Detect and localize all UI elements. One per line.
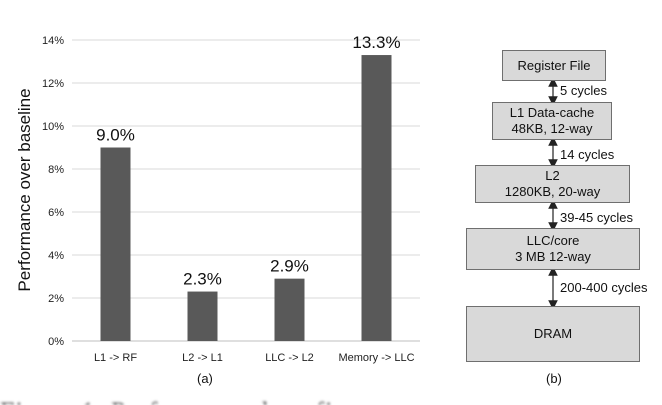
y-tick-label: 6% xyxy=(48,207,64,219)
figure-caption-cutoff: Figure 1: Performance benefits ... xyxy=(0,390,662,405)
bar-data-label: 2.9% xyxy=(270,257,309,276)
l1-cache-size: 48KB, 12-way xyxy=(511,121,593,136)
bar-data-label: 9.0% xyxy=(96,126,135,145)
bar-data-label: 13.3% xyxy=(352,33,400,52)
y-tick-label: 4% xyxy=(48,250,64,262)
bar xyxy=(361,55,392,342)
y-tick-label: 12% xyxy=(42,78,64,90)
l2-cache-size: 1280KB, 20-way xyxy=(504,184,601,199)
l2-cache-box: L2 1280KB, 20-way xyxy=(475,165,630,203)
l1-cache-label: L1 Data-cache xyxy=(509,105,595,120)
axes: 0% 2% 4% 6% 8% 10% 12% 14% L1 -> RF L2 -> L1 LLC -… xyxy=(42,35,420,364)
x-tick-label: L1 -> RF xyxy=(94,352,137,364)
y-tick-label: 0% xyxy=(48,336,64,348)
y-axis-title: Performance over baseline xyxy=(15,88,34,291)
llc-size: 3 MB 12-way xyxy=(515,249,591,264)
llc-box: LLC/core 3 MB 12-way xyxy=(466,228,640,270)
l1-cache-box: L1 Data-cache 48KB, 12-way xyxy=(492,102,612,140)
llc-label: LLC/core xyxy=(526,233,580,248)
dram-box: DRAM xyxy=(466,306,640,362)
bar xyxy=(100,147,131,341)
x-tick-label: Memory -> LLC xyxy=(338,352,414,364)
y-tick-label: 2% xyxy=(48,293,64,305)
latency-rf-l1: 5 cycles xyxy=(560,83,607,98)
register-file-label: Register File xyxy=(517,57,591,73)
y-tick-label: 14% xyxy=(42,35,64,47)
l2-cache-label: L2 xyxy=(545,168,560,183)
register-file-box: Register File xyxy=(502,50,606,81)
y-tick-label: 10% xyxy=(42,121,64,133)
data-labels: 9.0% 2.3% 2.9% 13.3% xyxy=(96,33,400,288)
caption-b: (b) xyxy=(546,371,562,386)
dram-label: DRAM xyxy=(533,326,573,341)
latency-l1-l2: 14 cycles xyxy=(560,147,615,162)
y-tick-label: 8% xyxy=(48,164,64,176)
x-tick-label: LLC -> L2 xyxy=(265,352,314,364)
bars xyxy=(100,55,392,342)
latency-l2-llc: 39-45 cycles xyxy=(560,210,633,225)
bar xyxy=(274,278,305,341)
bar-data-label: 2.3% xyxy=(183,270,222,289)
x-tick-label: L2 -> L1 xyxy=(182,352,223,364)
latency-llc-dram: 200-400 cycles xyxy=(560,280,648,295)
bar xyxy=(187,291,218,341)
caption-a: (a) xyxy=(197,371,213,386)
